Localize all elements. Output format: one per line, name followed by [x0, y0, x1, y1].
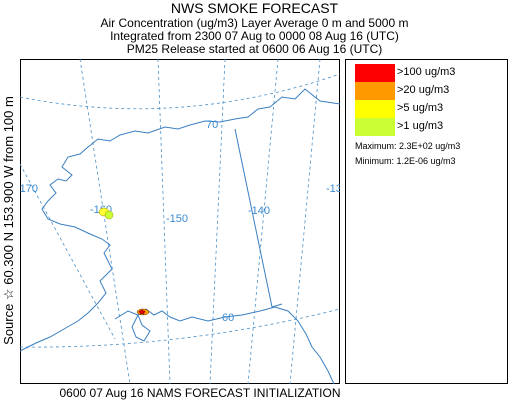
alaska-map: -170 -160 -150 -140 -130 70 60 ☆: [20, 59, 340, 384]
legend-label: >5 ug/m3: [397, 102, 444, 114]
concentration-subtitle: Air Concentration (ug/m3) Layer Average …: [100, 16, 409, 30]
kenai-peninsula: [131, 313, 151, 342]
legend-swatch-orange: [355, 82, 395, 100]
source-location-label: Source ☆ 60.300 N 153.900 W from 100 m: [1, 96, 16, 345]
integration-period: Integrated from 2300 07 Aug to 0000 08 A…: [110, 29, 399, 43]
border-line: [234, 128, 283, 308]
minimum-value: Minimum: 1.2E-06 ug/m3: [355, 156, 456, 166]
legend-swatch-lime: [355, 118, 395, 136]
maximum-value: Maximum: 2.3E+02 ug/m3: [355, 141, 461, 151]
legend-label: >20 ug/m3: [397, 84, 450, 96]
coastline: [20, 88, 340, 352]
lat-label-60: 60: [222, 312, 234, 324]
forecast-title: NWS SMOKE FORECAST: [170, 0, 339, 16]
lon-label-140: -140: [248, 205, 270, 217]
legend-swatch-red: [355, 64, 395, 82]
release-start: PM25 Release started at 0600 06 Aug 16 (…: [126, 42, 383, 56]
legend-frame: [345, 59, 508, 384]
lat-label-70: 70: [206, 119, 218, 131]
longitude-lines: [20, 59, 321, 384]
smoke-plume-source: ☆: [136, 307, 150, 317]
legend-label: >1 ug/m3: [397, 120, 444, 132]
source-star-icon: ☆: [138, 307, 146, 317]
map-frame: [20, 59, 340, 384]
lon-label-150: -150: [166, 213, 188, 225]
legend-swatch-yellow: [355, 100, 395, 118]
lon-label-170: -170: [20, 183, 38, 195]
latitude-lines: [20, 73, 340, 348]
lon-label-130: -130: [326, 183, 340, 195]
smoke-plume-west: [98, 207, 114, 220]
forecast-initialization: 0600 07 Aug 16 NAMS FORECAST INITIALIZAT…: [59, 386, 341, 400]
legend-label: >100 ug/m3: [397, 66, 456, 78]
